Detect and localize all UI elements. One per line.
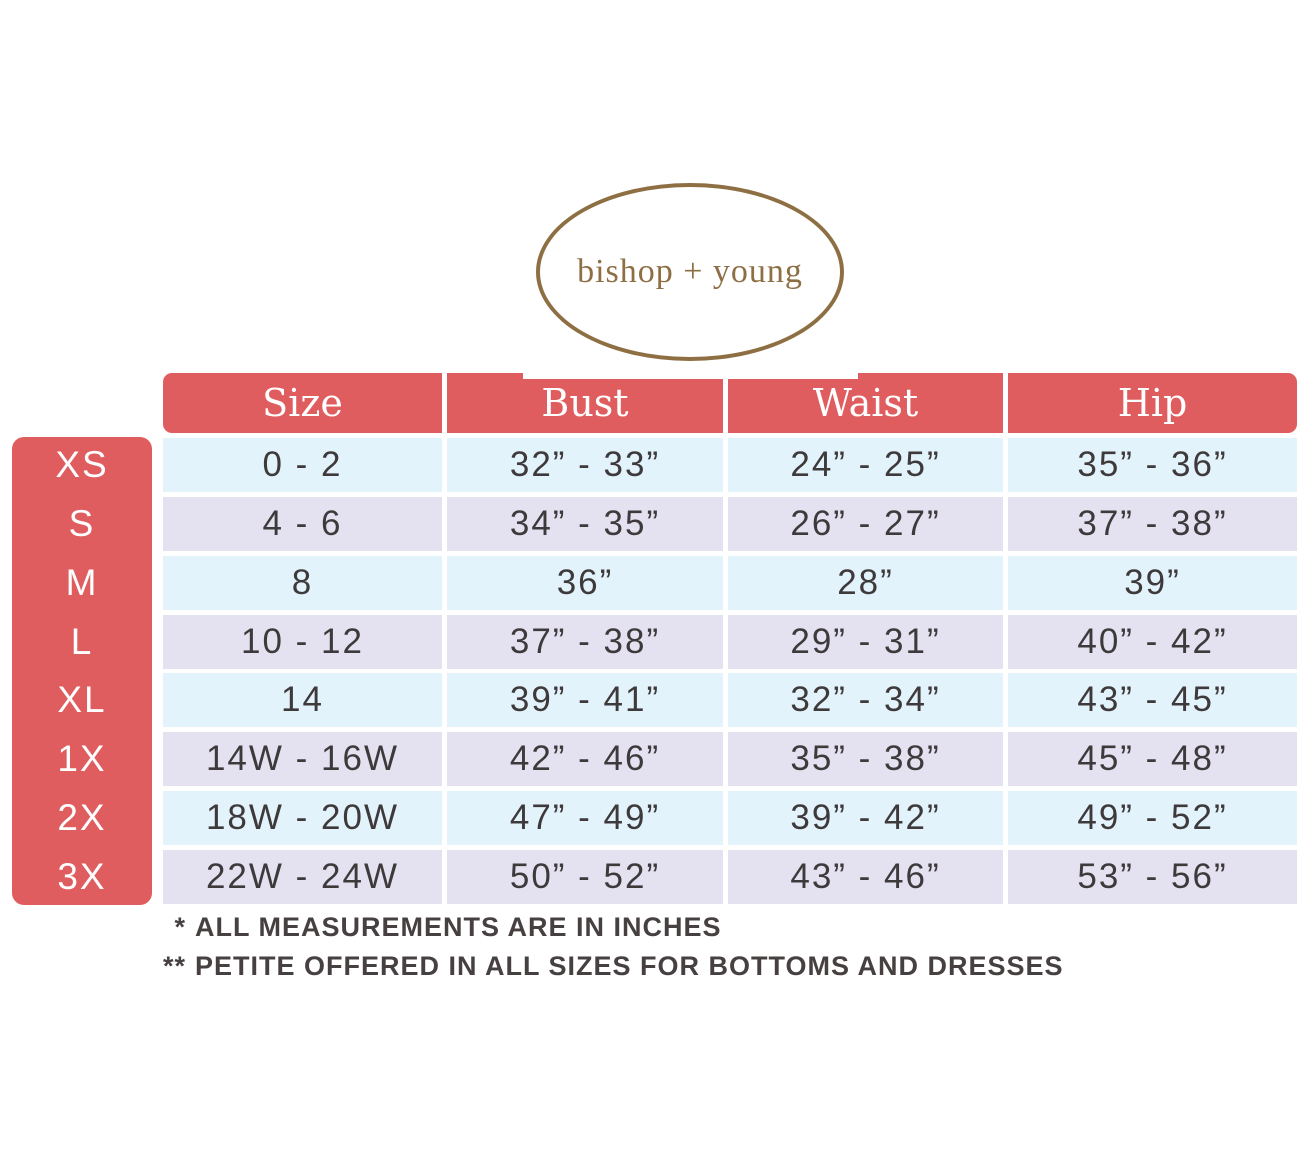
sidebar-label-3x: 3X [57, 856, 107, 898]
logo-text: bishop + young [577, 253, 803, 290]
sidebar-label-xs: XS [55, 444, 109, 485]
table-cell: 32” - 34” [728, 673, 1003, 728]
footnote-marker: ** [162, 951, 186, 981]
table-cell: 36” [447, 555, 723, 610]
footnote-marker: * [174, 912, 186, 942]
table-cell: 43” - 45” [1008, 673, 1297, 728]
table-cell: 42” - 46” [447, 732, 723, 787]
sidebar-label-m: M [65, 561, 99, 603]
column-header-bust: Bust [541, 381, 629, 425]
table-cell: 37” - 38” [447, 614, 723, 669]
table-cell: 47” - 49” [447, 791, 723, 846]
header-divider [442, 373, 447, 433]
table-cell: 39” - 42” [728, 791, 1003, 846]
footnotes: * ALL MEASUREMENTS ARE IN INCHES ** PETI… [128, 913, 1064, 991]
sidebar-label-xl: XL [57, 679, 107, 721]
table-cell: 10 - 12 [163, 614, 442, 669]
header-divider [1003, 373, 1008, 433]
table-cell: 26” - 27” [728, 496, 1003, 551]
size-table-body: 0 - 2 32” - 33” 24” - 25” 35” - 36” 4 - … [163, 438, 1297, 905]
column-header-waist: Waist [812, 381, 919, 425]
table-cell: 18W - 20W [163, 791, 442, 846]
logo-oval-icon: bishop + young [536, 183, 844, 361]
footnote-text: ALL MEASUREMENTS ARE IN INCHES [195, 912, 722, 942]
table-cell: 34” - 35” [447, 496, 723, 551]
sidebar-label-s: S [68, 502, 96, 544]
footnote-line: * ALL MEASUREMENTS ARE IN INCHES [128, 913, 1064, 941]
table-cell: 43” - 46” [728, 850, 1003, 905]
table-cell: 29” - 31” [728, 614, 1003, 669]
table-cell: 22W - 24W [163, 850, 442, 905]
table-cell: 40” - 42” [1008, 614, 1297, 669]
footnote-text: PETITE OFFERED IN ALL SIZES FOR BOTTOMS … [195, 951, 1064, 981]
table-cell: 24” - 25” [728, 438, 1003, 492]
header-divider [723, 373, 728, 433]
sidebar-label-l: L [70, 620, 94, 662]
table-header-row: Size Bust Waist Hip [163, 373, 1297, 433]
table-cell: 50” - 52” [447, 850, 723, 905]
column-header-hip: Hip [1117, 381, 1188, 425]
table-cell: 49” - 52” [1008, 791, 1297, 846]
table-cell: 37” - 38” [1008, 496, 1297, 551]
table-cell: 28” [728, 555, 1003, 610]
brand-logo: bishop + young [523, 178, 858, 379]
footnote-line: ** PETITE OFFERED IN ALL SIZES FOR BOTTO… [128, 952, 1064, 980]
table-cell: 32” - 33” [447, 438, 723, 492]
table-cell: 45” - 48” [1008, 732, 1297, 787]
table-cell: 14W - 16W [163, 732, 442, 787]
sidebar-label-1x: 1X [57, 738, 107, 780]
table-cell: 39” [1008, 555, 1297, 610]
column-header-size: Size [262, 381, 343, 425]
table-cell: 39” - 41” [447, 673, 723, 728]
sidebar-label-2x: 2X [57, 797, 107, 839]
table-cell: 14 [163, 673, 442, 728]
table-cell: 35” - 38” [728, 732, 1003, 787]
table-cell: 53” - 56” [1008, 850, 1297, 905]
table-cell: 4 - 6 [163, 496, 442, 551]
size-label-sidebar: XS S M L XL 1X 2X 3X [12, 437, 152, 905]
table-cell: 35” - 36” [1008, 438, 1297, 492]
table-cell: 8 [163, 555, 442, 610]
table-cell: 0 - 2 [163, 438, 442, 492]
